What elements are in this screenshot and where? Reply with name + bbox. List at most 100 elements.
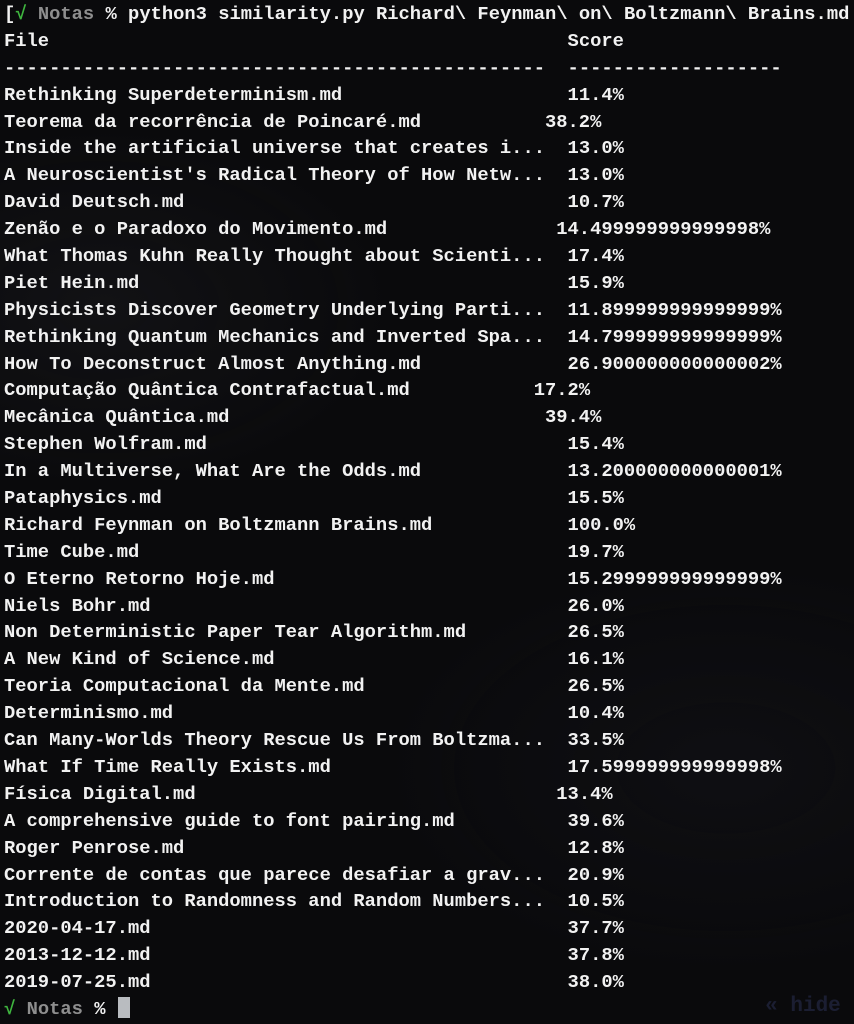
prompt-symbol: % — [94, 997, 106, 1020]
score-value: 100.0% — [567, 513, 636, 536]
score-value: 26.900000000000002% — [567, 352, 782, 375]
file-name: Roger Penrose.md — [4, 836, 185, 859]
file-name: Física Digital.md — [4, 782, 196, 805]
file-name: A New Kind of Science.md — [4, 648, 275, 671]
separator-score-dashes: ------------------- — [567, 56, 782, 79]
score-value: 37.7% — [567, 917, 624, 940]
file-name: Mecânica Quântica.md — [4, 406, 230, 429]
separator-file-dashes: ----------------------------------------… — [4, 56, 545, 79]
file-name: Computação Quântica Contrafactual.md — [4, 379, 410, 402]
table-row: How To Deconstruct Almost Anything.md 26… — [0, 351, 854, 378]
score-value: 39.6% — [567, 809, 624, 832]
table-row: Roger Penrose.md 12.8% — [0, 835, 854, 862]
table-row: Determinismo.md 10.4% — [0, 700, 854, 727]
table-row: Time Cube.md 19.7% — [0, 539, 854, 566]
score-value: 13.0% — [567, 164, 624, 187]
score-value: 20.9% — [567, 863, 624, 886]
score-value: 37.8% — [567, 944, 624, 967]
file-name: A comprehensive guide to font pairing.md — [4, 809, 455, 832]
file-name: Teorema da recorrência de Poincaré.md — [4, 110, 422, 133]
score-value: 11.899999999999999% — [567, 298, 782, 321]
row-gap — [545, 729, 568, 751]
score-value: 38.0% — [567, 971, 624, 994]
score-value: 12.8% — [567, 836, 624, 859]
file-name: How To Deconstruct Almost Anything.md — [4, 352, 422, 375]
table-row: Rethinking Quantum Mechanics and Inverte… — [0, 324, 854, 351]
score-value: 14.799999999999999% — [567, 325, 782, 348]
row-gap — [184, 837, 567, 859]
table-row: Non Deterministic Paper Tear Algorithm.m… — [0, 619, 854, 646]
row-gap — [545, 890, 568, 912]
score-value: 10.7% — [567, 191, 624, 214]
score-value: 26.5% — [567, 621, 624, 644]
row-gap — [229, 406, 545, 428]
separator-gap — [545, 57, 568, 79]
score-value: 16.1% — [567, 648, 624, 671]
score-value: 26.5% — [567, 675, 624, 698]
row-gap — [545, 299, 568, 321]
table-row: Rethinking Superdeterminism.md 11.4% — [0, 82, 854, 109]
file-name: Rethinking Superdeterminism.md — [4, 83, 343, 106]
hide-overlay-button[interactable]: « hide p — [765, 995, 854, 1018]
score-value: 11.4% — [567, 83, 624, 106]
row-gap — [455, 810, 568, 832]
file-name: 2013-12-12.md — [4, 944, 151, 967]
score-value: 10.5% — [567, 890, 624, 913]
header-gap — [49, 30, 567, 52]
score-value: 10.4% — [567, 702, 624, 725]
table-row: O Eterno Retorno Hoje.md 15.299999999999… — [0, 566, 854, 593]
row-gap — [207, 433, 568, 455]
score-value: 15.299999999999999% — [567, 567, 782, 590]
file-name: Piet Hein.md — [4, 271, 140, 294]
file-name: Determinismo.md — [4, 702, 174, 725]
table-row: Mecânica Quântica.md 39.4% — [0, 404, 854, 431]
row-gap — [162, 487, 568, 509]
table-row: Stephen Wolfram.md 15.4% — [0, 431, 854, 458]
table-header: File Score — [0, 28, 854, 55]
prompt-check-icon: √ — [4, 997, 16, 1020]
score-value: 26.0% — [567, 594, 624, 617]
score-value: 17.2% — [533, 379, 591, 402]
file-name: Can Many-Worlds Theory Rescue Us From Bo… — [4, 729, 545, 752]
header-file-label: File — [4, 29, 50, 52]
row-gap — [410, 379, 534, 401]
file-name: Physicists Discover Geometry Underlying … — [4, 298, 545, 321]
table-row: Physicists Discover Geometry Underlying … — [0, 297, 854, 324]
row-gap — [151, 944, 568, 966]
file-name: Time Cube.md — [4, 540, 140, 563]
table-row: Niels Bohr.md 26.0% — [0, 593, 854, 620]
table-row: In a Multiverse, What Are the Odds.md 13… — [0, 458, 854, 485]
score-value: 15.5% — [567, 487, 624, 510]
table-row: 2013-12-12.md 37.8% — [0, 942, 854, 969]
row-gap — [545, 245, 568, 267]
prompt-directory: Notas — [26, 997, 83, 1020]
file-name: What Thomas Kuhn Really Thought about Sc… — [4, 245, 545, 268]
score-value: 13.4% — [556, 782, 613, 805]
file-name: Zenão e o Paradoxo do Movimento.md — [4, 218, 388, 241]
table-row: Introduction to Randomness and Random Nu… — [0, 888, 854, 915]
row-gap — [275, 568, 568, 590]
file-name: Pataphysics.md — [4, 487, 162, 510]
table-row: Pataphysics.md 15.5% — [0, 485, 854, 512]
row-gap — [139, 541, 567, 563]
file-name: Rethinking Quantum Mechanics and Inverte… — [4, 325, 545, 348]
file-name: Inside the artificial universe that crea… — [4, 137, 545, 160]
table-row: Computação Quântica Contrafactual.md 17.… — [0, 377, 854, 404]
score-value: 33.5% — [567, 729, 624, 752]
table-row: 2019-07-25.md 38.0% — [0, 969, 854, 996]
score-value: 17.4% — [567, 245, 624, 268]
prompt-check-icon: √ — [15, 3, 27, 25]
score-value: 19.7% — [567, 540, 624, 563]
table-row: A New Kind of Science.md 16.1% — [0, 646, 854, 673]
file-name: Richard Feynman on Boltzmann Brains.md — [4, 513, 433, 536]
score-value: 14.499999999999998% — [556, 218, 771, 241]
prompt-symbol: % — [105, 3, 117, 25]
table-row: A Neuroscientist's Radical Theory of How… — [0, 162, 854, 189]
prompt-bracket: [ — [4, 3, 16, 25]
score-value: 38.2% — [545, 110, 602, 133]
table-row: What If Time Really Exists.md 17.5999999… — [0, 754, 854, 781]
file-name: Teoria Computacional da Mente.md — [4, 675, 365, 698]
row-gap — [466, 621, 567, 643]
row-gap — [545, 326, 568, 348]
